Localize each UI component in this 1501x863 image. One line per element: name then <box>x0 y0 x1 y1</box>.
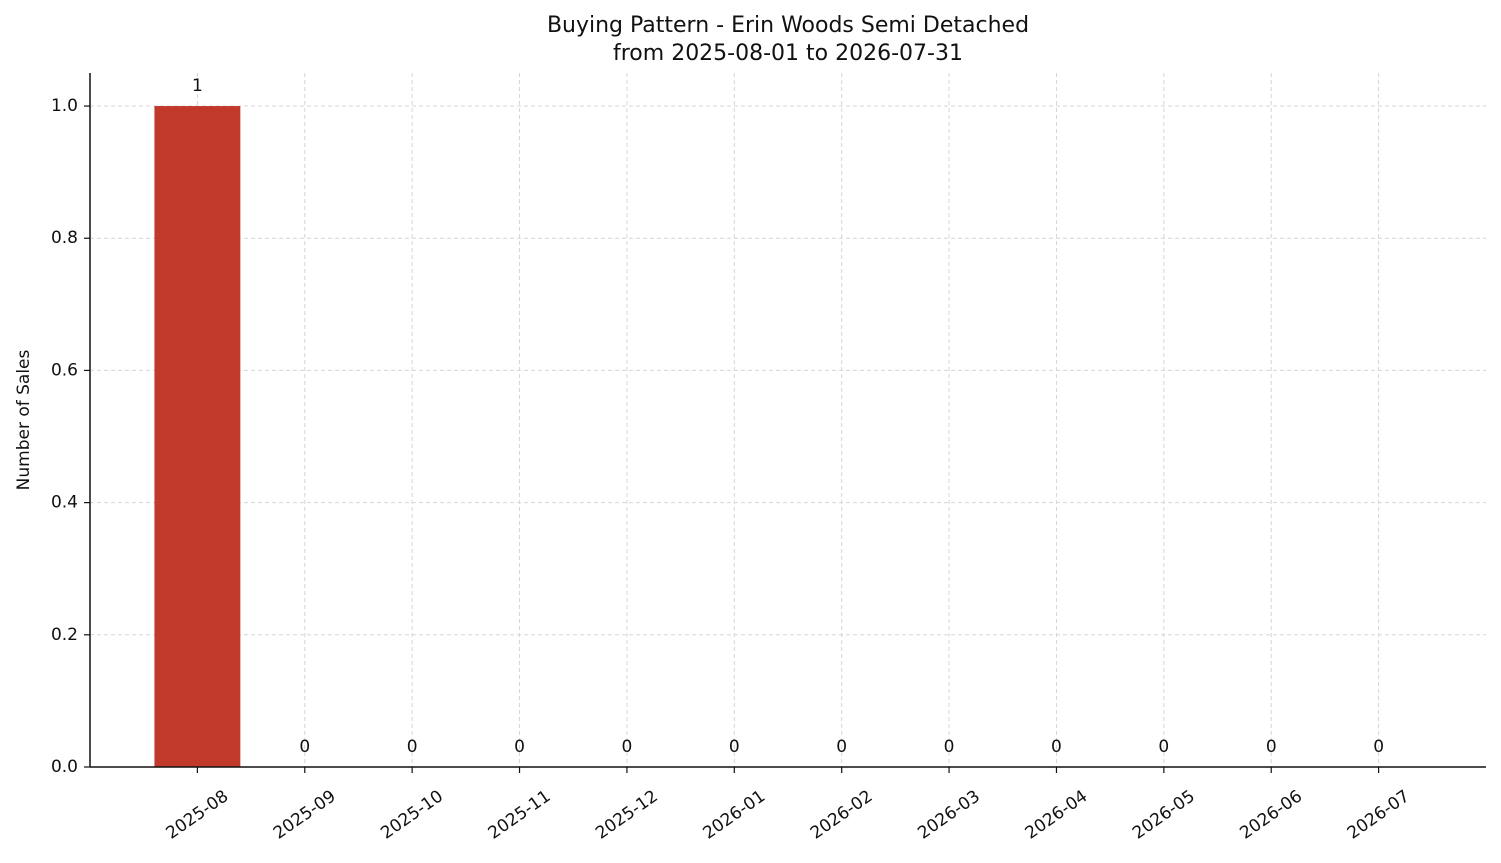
y-tick-label: 0.6 <box>51 360 78 380</box>
y-tick-label: 0.0 <box>51 757 78 777</box>
data-label: 0 <box>1158 737 1169 757</box>
x-tick-label: 2026-03 <box>914 786 984 843</box>
x-tick-label: 2026-01 <box>699 786 769 843</box>
x-tick-label: 2025-09 <box>270 786 340 843</box>
data-label: 0 <box>514 737 525 757</box>
data-label: 0 <box>944 737 955 757</box>
data-label: 0 <box>1266 737 1277 757</box>
data-label: 0 <box>299 737 310 757</box>
x-tick-label: 2026-04 <box>1022 786 1092 843</box>
data-label: 0 <box>622 737 633 757</box>
y-tick-label: 0.2 <box>51 625 78 645</box>
x-tick-label: 2025-11 <box>485 786 555 843</box>
data-label: 0 <box>1373 737 1384 757</box>
chart-subtitle: from 2025-08-01 to 2026-07-31 <box>613 41 963 66</box>
y-tick-label: 0.8 <box>51 228 78 248</box>
y-axis-label: Number of Sales <box>14 349 34 490</box>
data-label: 0 <box>729 737 740 757</box>
bar <box>154 106 241 768</box>
x-tick-label: 2026-06 <box>1236 786 1306 843</box>
x-tick-label: 2025-08 <box>163 786 233 843</box>
x-tick-label: 2026-05 <box>1129 786 1199 843</box>
x-tick-label: 2025-10 <box>377 786 447 843</box>
y-tick-label: 0.4 <box>51 493 78 513</box>
y-tick-label: 1.0 <box>51 96 78 116</box>
data-label: 0 <box>1051 737 1062 757</box>
x-tick-label: 2025-12 <box>592 786 662 843</box>
chart-title: Buying Pattern - Erin Woods Semi Detache… <box>547 13 1029 38</box>
data-label: 0 <box>836 737 847 757</box>
data-label: 0 <box>407 737 418 757</box>
x-tick-label: 2026-07 <box>1344 786 1414 843</box>
x-tick-label: 2026-02 <box>807 786 877 843</box>
data-label: 1 <box>192 76 203 96</box>
